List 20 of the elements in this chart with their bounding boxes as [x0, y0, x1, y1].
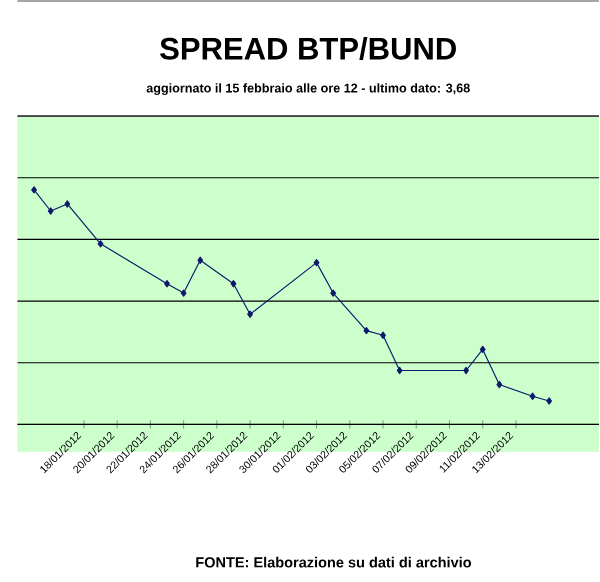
point [97, 240, 104, 248]
point [496, 381, 503, 389]
point [546, 397, 553, 405]
point [31, 186, 37, 194]
point [463, 367, 469, 375]
point [363, 327, 370, 335]
point [230, 280, 237, 288]
point [380, 331, 386, 340]
point [164, 280, 170, 288]
point [529, 392, 536, 401]
point [180, 289, 187, 297]
point [247, 310, 253, 319]
chart-title: SPREAD BTP/BUND [160, 37, 456, 61]
point [197, 256, 204, 265]
point [479, 345, 486, 354]
point [396, 367, 403, 375]
point [47, 207, 54, 215]
point [313, 259, 320, 267]
point [330, 289, 337, 297]
point [64, 200, 71, 208]
